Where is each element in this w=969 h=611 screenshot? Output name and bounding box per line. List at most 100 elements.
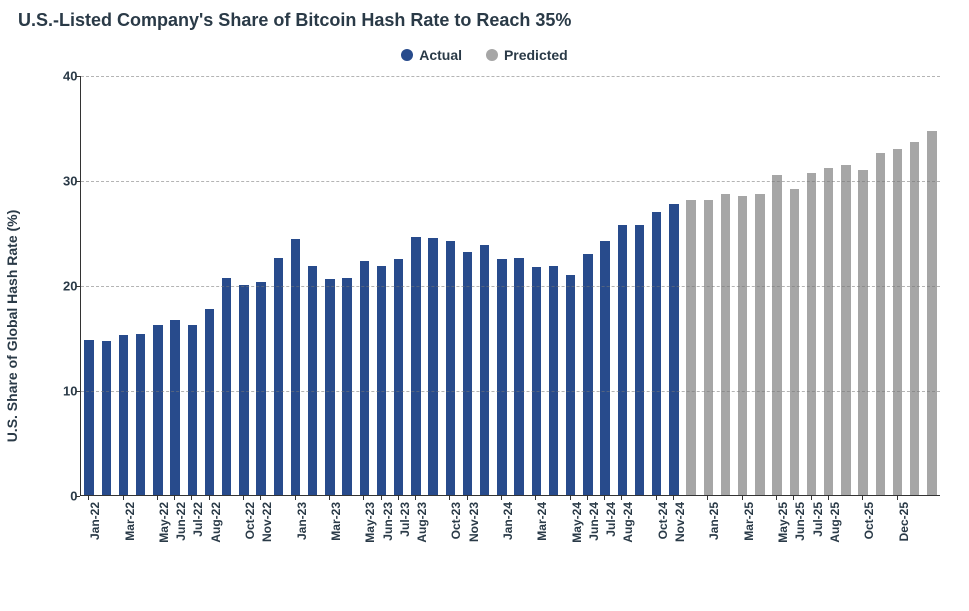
x-tick-label: May-25 bbox=[776, 502, 790, 543]
bar-actual bbox=[119, 335, 128, 495]
bar-actual bbox=[102, 341, 111, 495]
x-tick-mark bbox=[209, 495, 210, 500]
bar-actual bbox=[222, 278, 231, 495]
x-tick-label: Mar-24 bbox=[535, 502, 549, 541]
x-tick-label: Jun-23 bbox=[381, 502, 395, 541]
bar-predicted bbox=[841, 165, 850, 495]
bar-predicted bbox=[704, 200, 713, 495]
x-tick-label: Jan-25 bbox=[707, 502, 721, 540]
bar-actual bbox=[256, 282, 265, 495]
x-tick-label: May-24 bbox=[570, 502, 584, 543]
x-tick-label: Jul-25 bbox=[811, 502, 825, 537]
x-tick-label: Mar-25 bbox=[742, 502, 756, 541]
x-tick-mark bbox=[449, 495, 450, 500]
bar-actual bbox=[618, 225, 627, 495]
x-tick-label: May-22 bbox=[157, 502, 171, 543]
grid-line bbox=[81, 76, 940, 77]
grid-line bbox=[81, 181, 940, 182]
x-tick-mark bbox=[604, 495, 605, 500]
y-tick-mark bbox=[76, 286, 80, 287]
bar-actual bbox=[274, 258, 283, 495]
grid-line bbox=[81, 391, 940, 392]
bar-actual bbox=[583, 254, 592, 496]
x-tick-label: Oct-23 bbox=[449, 502, 463, 539]
bar-predicted bbox=[738, 196, 747, 495]
bar-actual bbox=[205, 309, 214, 495]
x-tick-label: Nov-23 bbox=[467, 502, 481, 542]
y-tick-label: 40 bbox=[56, 69, 78, 84]
x-tick-label: Dec-25 bbox=[897, 502, 911, 541]
chart-container: U.S.-Listed Company's Share of Bitcoin H… bbox=[0, 0, 969, 611]
bar-actual bbox=[463, 252, 472, 495]
legend-item-actual: Actual bbox=[401, 47, 462, 63]
y-tick-mark bbox=[76, 496, 80, 497]
x-tick-mark bbox=[260, 495, 261, 500]
x-tick-mark bbox=[828, 495, 829, 500]
bar-actual bbox=[411, 237, 420, 495]
bar-predicted bbox=[927, 131, 936, 495]
bar-actual bbox=[428, 238, 437, 495]
x-tick-mark bbox=[811, 495, 812, 500]
bar-predicted bbox=[686, 200, 695, 495]
bar-actual bbox=[480, 245, 489, 495]
chart-title: U.S.-Listed Company's Share of Bitcoin H… bbox=[18, 10, 951, 31]
x-tick-mark bbox=[88, 495, 89, 500]
y-tick-mark bbox=[76, 391, 80, 392]
bar-actual bbox=[394, 259, 403, 495]
bar-actual bbox=[325, 279, 334, 495]
bar-predicted bbox=[876, 153, 885, 495]
x-tick-label: Oct-24 bbox=[656, 502, 670, 539]
x-tick-mark bbox=[329, 495, 330, 500]
x-tick-label: Jan-22 bbox=[88, 502, 102, 540]
x-tick-label: Nov-24 bbox=[673, 502, 687, 542]
bar-actual bbox=[600, 241, 609, 495]
grid-line bbox=[81, 286, 940, 287]
x-tick-mark bbox=[897, 495, 898, 500]
bar-predicted bbox=[824, 168, 833, 495]
legend-item-predicted: Predicted bbox=[486, 47, 568, 63]
x-tick-mark bbox=[656, 495, 657, 500]
bar-actual bbox=[549, 266, 558, 495]
bar-predicted bbox=[790, 189, 799, 495]
x-tick-label: Jul-22 bbox=[191, 502, 205, 537]
x-tick-mark bbox=[621, 495, 622, 500]
bar-predicted bbox=[721, 194, 730, 495]
x-tick-mark bbox=[398, 495, 399, 500]
x-tick-mark bbox=[123, 495, 124, 500]
x-tick-label: Mar-22 bbox=[123, 502, 137, 541]
bar-actual bbox=[446, 241, 455, 495]
x-axis-labels: Jan-22Mar-22May-22Jun-22Jul-22Aug-22Oct-… bbox=[80, 496, 940, 586]
y-tick-label: 10 bbox=[56, 384, 78, 399]
x-tick-label: Mar-23 bbox=[329, 502, 343, 541]
chart-area: U.S. Share of Global Hash Rate (%) Jan-2… bbox=[20, 66, 950, 586]
bar-actual bbox=[308, 266, 317, 495]
legend-swatch-actual bbox=[401, 49, 413, 61]
x-tick-mark bbox=[673, 495, 674, 500]
legend-swatch-predicted bbox=[486, 49, 498, 61]
x-tick-label: Jul-23 bbox=[398, 502, 412, 537]
x-tick-mark bbox=[742, 495, 743, 500]
bar-actual bbox=[652, 212, 661, 496]
x-tick-label: Aug-25 bbox=[828, 502, 842, 543]
bar-predicted bbox=[910, 142, 919, 495]
bar-actual bbox=[136, 334, 145, 495]
y-tick-label: 0 bbox=[56, 489, 78, 504]
bar-predicted bbox=[858, 170, 867, 496]
x-tick-mark bbox=[363, 495, 364, 500]
bar-predicted bbox=[772, 175, 781, 495]
x-tick-label: Aug-24 bbox=[621, 502, 635, 543]
x-tick-mark bbox=[191, 495, 192, 500]
bar-predicted bbox=[807, 173, 816, 495]
x-tick-mark bbox=[174, 495, 175, 500]
bar-actual bbox=[669, 204, 678, 495]
x-tick-mark bbox=[862, 495, 863, 500]
x-tick-mark bbox=[570, 495, 571, 500]
bar-actual bbox=[291, 239, 300, 495]
bar-actual bbox=[84, 340, 93, 495]
x-tick-label: May-23 bbox=[363, 502, 377, 543]
x-tick-label: Jan-24 bbox=[501, 502, 515, 540]
x-tick-label: Jun-22 bbox=[174, 502, 188, 541]
y-tick-label: 30 bbox=[56, 174, 78, 189]
bar-predicted bbox=[755, 194, 764, 495]
bar-actual bbox=[497, 259, 506, 495]
